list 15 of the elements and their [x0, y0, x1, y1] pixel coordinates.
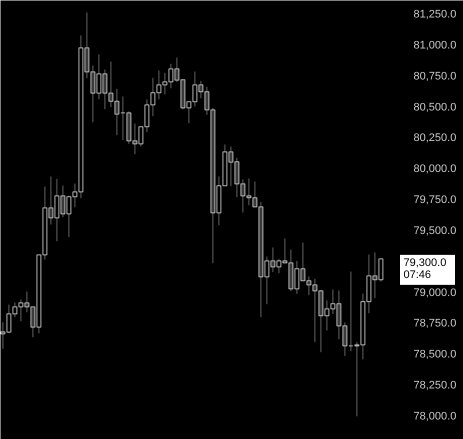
y-tick-label: 79,000.0 [414, 286, 456, 299]
y-tick-label: 80,500.0 [414, 101, 456, 114]
text: 79,300.0 [404, 256, 446, 269]
y-tick-label: 81,000.0 [414, 39, 456, 52]
y-tick-label: 79,750.0 [414, 194, 456, 206]
y-tick-label: 78,750.0 [414, 318, 456, 330]
y-tick-label: 78,250.0 [414, 380, 456, 392]
y-tick-label: 81,250.0 [414, 8, 456, 20]
y-tick-label: 80,750.0 [414, 70, 456, 82]
y-tick-label: 80,250.0 [414, 132, 456, 144]
y-tick-label: 80,000.0 [414, 163, 456, 176]
y-tick-label: 79,500.0 [414, 224, 456, 237]
text: 07:46 [404, 268, 432, 281]
y-tick-label: 78,500.0 [414, 348, 456, 361]
y-tick-label: 78,000.0 [414, 410, 456, 423]
